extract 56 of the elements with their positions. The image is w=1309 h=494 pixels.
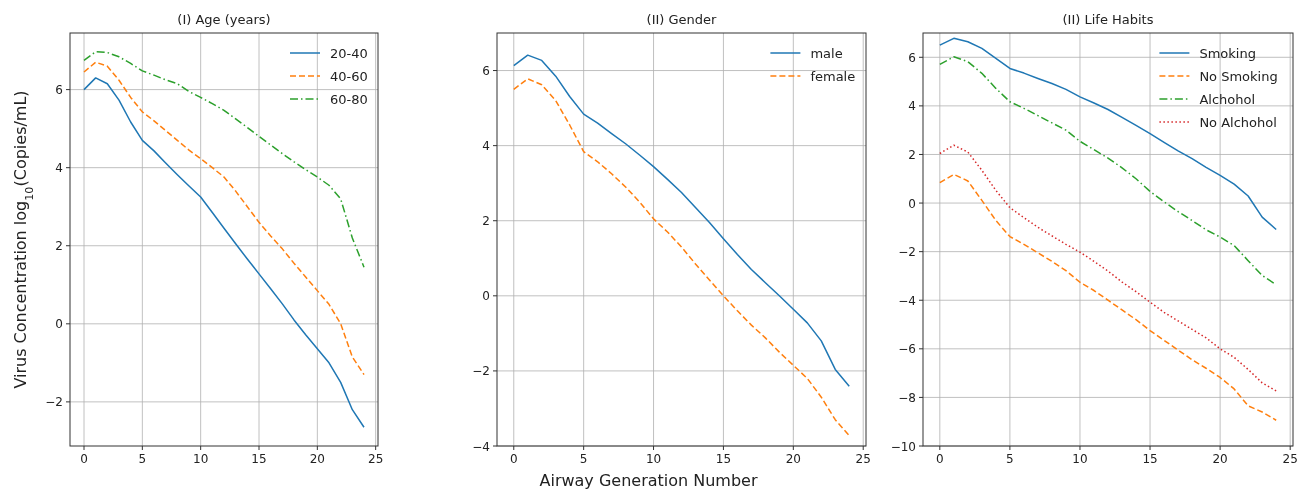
legend-label: 20-40 [330,46,368,61]
legend-label: male [810,46,843,61]
y-tick-label: 6 [908,50,916,65]
x-tick-label: 10 [1072,452,1088,466]
x-tick-label: 5 [1006,452,1014,466]
chart-title: (I) Age (years) [177,12,271,27]
legend-label: female [810,69,856,84]
y-tick-label: 6 [482,64,490,79]
y-tick-label: 2 [55,239,63,254]
y-tick-label: −4 [898,293,916,308]
y-tick-label: −10 [890,439,916,454]
legend-label: No Alchohol [1199,115,1277,130]
y-tick-label: −2 [898,245,916,260]
y-tick-label: 4 [482,139,490,154]
legend-label: Alchohol [1199,92,1256,107]
x-tick-label: 25 [1282,452,1298,466]
y-tick-label: −2 [45,395,63,410]
x-tick-label: 15 [251,452,267,466]
y-tick-label: 0 [55,317,63,332]
line-series [939,173,1277,421]
line-series [83,50,365,268]
x-tick-label: 20 [785,452,801,466]
line-series [939,37,1277,231]
x-tick-label: 15 [1142,452,1158,466]
x-tick-label: 10 [645,452,662,466]
y-tick-label: 2 [482,214,490,229]
x-tick-label: 0 [936,452,944,466]
line-series [939,144,1277,392]
y-tick-label: −4 [472,439,490,454]
y-tick-label: 2 [908,147,916,162]
x-tick-label: 0 [80,452,88,466]
x-tick-label: 25 [368,452,384,466]
x-tick-label: 10 [193,452,209,466]
line-series [83,61,365,376]
legend-label: Smoking [1199,46,1256,61]
y-tick-label: −8 [898,390,916,405]
x-tick-label: 5 [579,452,588,466]
y-tick-label: 4 [908,99,916,114]
legend-label: 60-80 [330,92,368,107]
x-tick-label: 0 [509,452,518,466]
y-tick-label: 0 [908,196,916,211]
y-tick-label: 0 [482,289,490,304]
legend-label: No Smoking [1199,69,1278,84]
x-tick-label: 5 [138,452,147,466]
legend-label: 40-60 [330,69,368,84]
x-tick-label: 20 [309,452,325,466]
x-tick-label: 15 [715,452,732,466]
x-tick-label: 25 [855,452,871,466]
y-tick-label: 4 [55,161,63,176]
chart-title: (II) Life Habits [1062,12,1154,27]
x-tick-label: 20 [1212,452,1228,466]
x-axis-title: Airway Generation Number [539,471,758,490]
y-tick-label: −2 [472,364,490,379]
y-tick-label: 6 [55,83,63,98]
chart-title: (II) Gender [646,12,718,27]
y-tick-label: −6 [898,342,916,357]
